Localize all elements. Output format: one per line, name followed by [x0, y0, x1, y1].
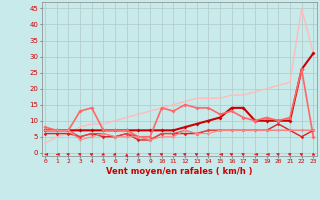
X-axis label: Vent moyen/en rafales ( km/h ): Vent moyen/en rafales ( km/h )	[106, 167, 252, 176]
